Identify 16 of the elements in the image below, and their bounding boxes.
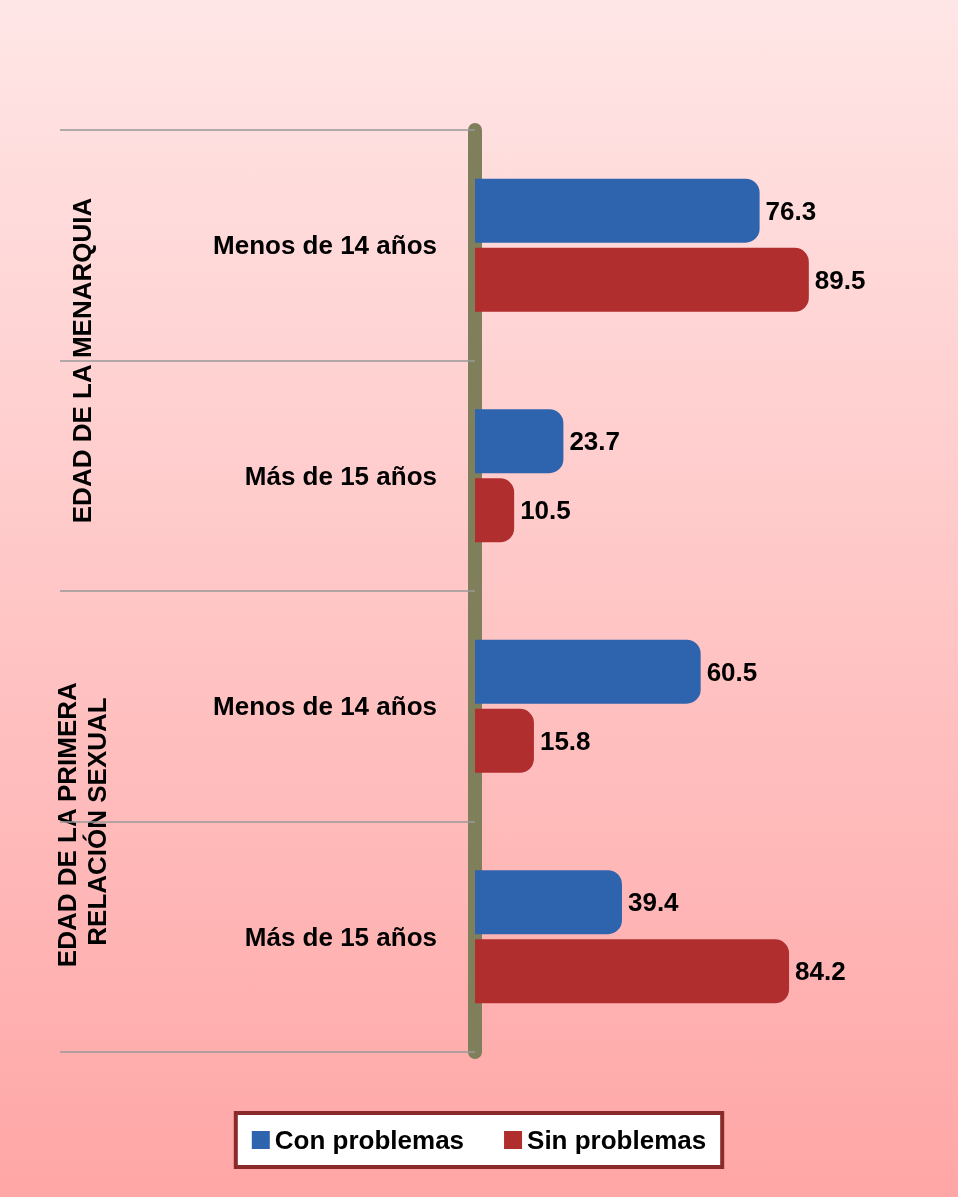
y-tick-label: Menos de 14 años (213, 691, 437, 722)
data-label: 10.5 (520, 495, 571, 526)
data-label: 60.5 (706, 656, 758, 687)
legend-label: Sin problemas (527, 1125, 707, 1155)
data-label: 84.2 (795, 956, 846, 987)
data-label: 89.5 (814, 264, 866, 295)
data-label: 15.8 (539, 725, 591, 756)
data-label: 76.3 (765, 195, 817, 226)
text: EDAD DE LA PRIMERA RELACIÓN SEXUAL (52, 675, 112, 968)
legend-label: Con problemas (274, 1125, 465, 1155)
data-label: 39.4 (627, 887, 680, 918)
y-tick-label: Más de 15 años (244, 921, 437, 952)
text: EDAD DE LA MENARQUIA (67, 197, 97, 524)
y-tick-label: Más de 15 años (244, 460, 437, 491)
y-tick-label: Menos de 14 años (213, 230, 437, 261)
data-label: 23.7 (569, 426, 621, 457)
